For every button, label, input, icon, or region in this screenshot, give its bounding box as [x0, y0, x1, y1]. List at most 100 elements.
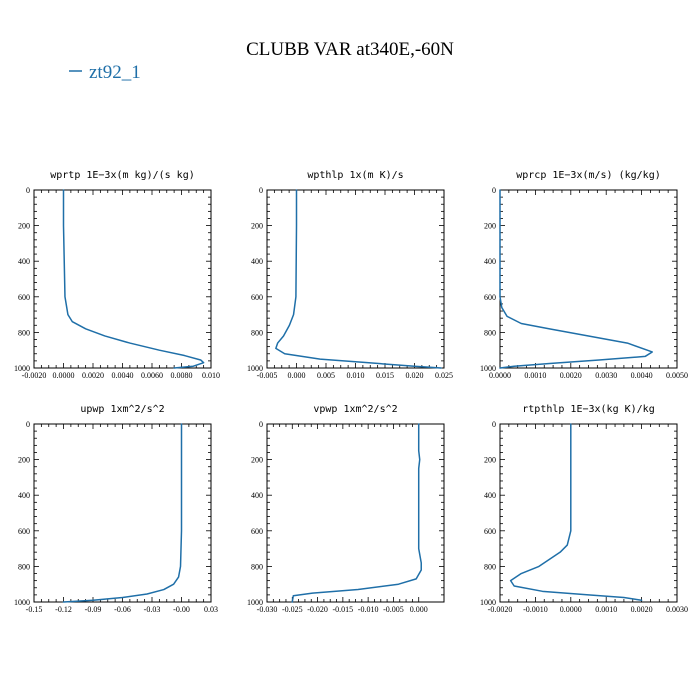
x-tick-label: 0.0020 — [560, 371, 582, 380]
panel-4: upwp 1xm^2/s^2 -0.15 -0.12 -0.09 -0.06 -0.03 -… — [14, 404, 218, 614]
series-line — [291, 423, 422, 603]
x-tick-label: 0.0020 — [82, 371, 104, 380]
x-tick-label: 0.005 — [317, 371, 335, 380]
x-tick-label: -0.030 — [257, 605, 278, 614]
panel-2: wpthlp 1x(m K)/s -0.005 0.000 0.005 0.010 0.0… — [247, 170, 453, 380]
x-tick-label: -0.06 — [114, 605, 131, 614]
panel-5: vpwp 1xm^2/s^2 -0.030 -0.025 -0.020 -0.015 -0… — [247, 404, 445, 614]
y-tick-label: 800 — [251, 328, 263, 337]
y-tick-label: 1000 — [14, 598, 30, 607]
legend: zt92_1 — [69, 62, 141, 83]
x-tick-label: 0.0000 — [489, 371, 511, 380]
figure-title: CLUBB VAR at340E,-60N — [246, 39, 454, 60]
y-tick-label: 400 — [251, 491, 263, 500]
y-tick-label: 0 — [26, 186, 30, 195]
y-tick-label: 600 — [18, 527, 30, 536]
panel-title: wpthlp 1x(m K)/s — [307, 170, 403, 181]
y-tick-label: 0 — [259, 420, 263, 429]
x-tick-label: 0.025 — [435, 371, 453, 380]
x-tick-label: -0.015 — [333, 605, 354, 614]
y-tick-label: 800 — [18, 328, 30, 337]
y-tick-label: 200 — [251, 456, 263, 465]
y-tick-label: 1000 — [480, 364, 496, 373]
y-tick-label: 800 — [484, 562, 496, 571]
x-tick-label: 0.0080 — [171, 371, 193, 380]
x-tick-label: 0.0000 — [53, 371, 75, 380]
y-tick-label: 200 — [251, 222, 263, 231]
x-tick-label: -0.03 — [144, 605, 161, 614]
x-tick-label: -0.020 — [307, 605, 328, 614]
y-tick-label: 600 — [484, 527, 496, 536]
y-tick-label: 0 — [26, 420, 30, 429]
y-tick-label: 1000 — [480, 598, 496, 607]
panel-6: rtpthlp 1E−3x(kg K)/kg -0.0020 -0.0010 0.00… — [480, 404, 688, 614]
y-tick-label: 200 — [484, 222, 496, 231]
series-line — [275, 189, 442, 369]
x-tick-label: -0.12 — [55, 605, 72, 614]
x-tick-label: 0.03 — [204, 605, 218, 614]
x-tick-label: 0.010 — [202, 371, 220, 380]
x-tick-label: 0.0040 — [112, 371, 134, 380]
plot-frame — [499, 423, 678, 603]
x-tick-label: 0.020 — [406, 371, 424, 380]
x-tick-label: 0.010 — [347, 371, 365, 380]
x-tick-label: 0.0040 — [631, 371, 653, 380]
y-tick-label: 400 — [484, 491, 496, 500]
x-tick-label: 0.0050 — [666, 371, 688, 380]
plot-frame — [499, 189, 678, 369]
x-tick-label: 0.0010 — [524, 371, 546, 380]
series-line — [62, 423, 183, 603]
plot-frame — [266, 189, 445, 369]
y-tick-label: 600 — [18, 293, 30, 302]
x-tick-label: -0.005 — [383, 605, 404, 614]
y-tick-label: 600 — [251, 527, 263, 536]
x-tick-label: -0.00 — [173, 605, 190, 614]
panel-title: vpwp 1xm^2/s^2 — [313, 404, 397, 415]
x-tick-label: 0.0020 — [631, 605, 653, 614]
x-tick-label: 0.0010 — [595, 605, 617, 614]
panel-3: wprcp 1E−3x(m/s) (kg/kg) 0.0000 0.0010 0.00… — [480, 170, 688, 380]
x-tick-label: -0.0020 — [22, 371, 47, 380]
panel-title: upwp 1xm^2/s^2 — [80, 404, 164, 415]
y-tick-label: 1000 — [247, 598, 263, 607]
y-tick-label: 600 — [484, 293, 496, 302]
series-line — [62, 189, 205, 369]
x-tick-label: 0.0000 — [560, 605, 582, 614]
panel-title: rtpthlp 1E−3x(kg K)/kg — [522, 404, 654, 415]
y-tick-label: 1000 — [247, 364, 263, 373]
y-tick-label: 400 — [18, 491, 30, 500]
y-tick-label: 400 — [251, 257, 263, 266]
x-tick-label: -0.0020 — [488, 605, 513, 614]
y-tick-label: 1000 — [14, 364, 30, 373]
x-tick-label: -0.0010 — [523, 605, 548, 614]
panels: wprtp 1E−3x(m kg)/(s kg)-0.0020 0.0000 0.0… — [14, 170, 688, 614]
legend-label: zt92_1 — [89, 62, 141, 83]
panel-title: wprtp 1E−3x(m kg)/(s kg) — [50, 170, 195, 181]
panel-title: wprcp 1E−3x(m/s) (kg/kg) — [516, 170, 661, 181]
x-tick-label: -0.005 — [257, 371, 278, 380]
y-tick-label: 600 — [251, 293, 263, 302]
x-tick-label: -0.09 — [85, 605, 102, 614]
x-tick-label: -0.15 — [26, 605, 43, 614]
y-tick-label: 0 — [259, 186, 263, 195]
series-line — [499, 189, 653, 369]
y-tick-label: 200 — [484, 456, 496, 465]
panel-1: wprtp 1E−3x(m kg)/(s kg) -0.0020 0.0000 0.0… — [14, 170, 220, 380]
x-tick-label: 0.0060 — [141, 371, 163, 380]
plot-frame — [33, 423, 212, 603]
x-tick-label: 0.000 — [288, 371, 306, 380]
y-tick-label: 200 — [18, 456, 30, 465]
y-tick-label: 400 — [18, 257, 30, 266]
y-tick-label: 800 — [251, 562, 263, 571]
y-tick-label: 800 — [484, 328, 496, 337]
x-tick-label: 0.0030 — [666, 605, 688, 614]
x-tick-label: 0.000 — [410, 605, 428, 614]
x-tick-label: -0.025 — [282, 605, 303, 614]
x-tick-label: -0.010 — [358, 605, 379, 614]
y-tick-label: 200 — [18, 222, 30, 231]
x-tick-label: 0.0030 — [595, 371, 617, 380]
y-tick-label: 0 — [492, 186, 496, 195]
x-tick-label: 0.015 — [376, 371, 394, 380]
y-tick-label: 0 — [492, 420, 496, 429]
